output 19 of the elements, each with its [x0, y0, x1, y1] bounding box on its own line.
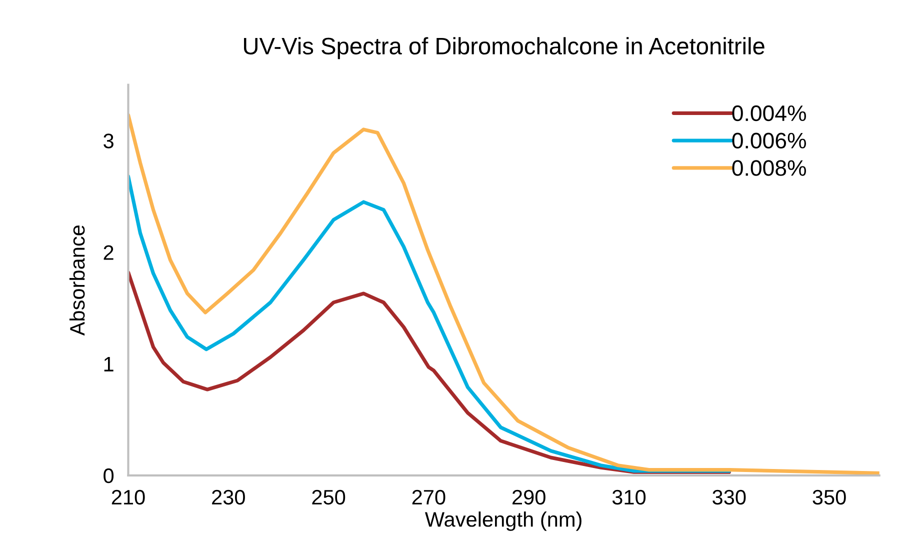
x-tick-label: 330: [712, 490, 746, 505]
y-tick-label: 3: [104, 134, 114, 148]
x-tick-label: 270: [412, 490, 446, 505]
x-tick-label: 290: [512, 490, 546, 505]
legend-label: 0.006%: [732, 132, 806, 149]
x-tick-label: 250: [312, 490, 346, 505]
legend-label: 0.008%: [732, 160, 806, 176]
y-tick-label: 1: [104, 357, 114, 372]
y-tick-label: 0: [104, 468, 114, 484]
line-series: [128, 174, 731, 473]
y-tick-label: 2: [104, 245, 114, 260]
x-tick-label: 230: [212, 490, 245, 505]
legend-label: 0.004%: [732, 105, 806, 122]
x-axis-title: Wavelength (nm): [424, 512, 582, 531]
y-axis-title: Absorbance: [69, 225, 85, 336]
x-tick-label: 210: [112, 490, 145, 505]
chart-title: UV-Vis Spectra of Dibromochalcone in Acetonitrile: [244, 37, 764, 60]
x-tick-label: 310: [612, 490, 646, 505]
x-tick-label: 350: [812, 490, 846, 505]
